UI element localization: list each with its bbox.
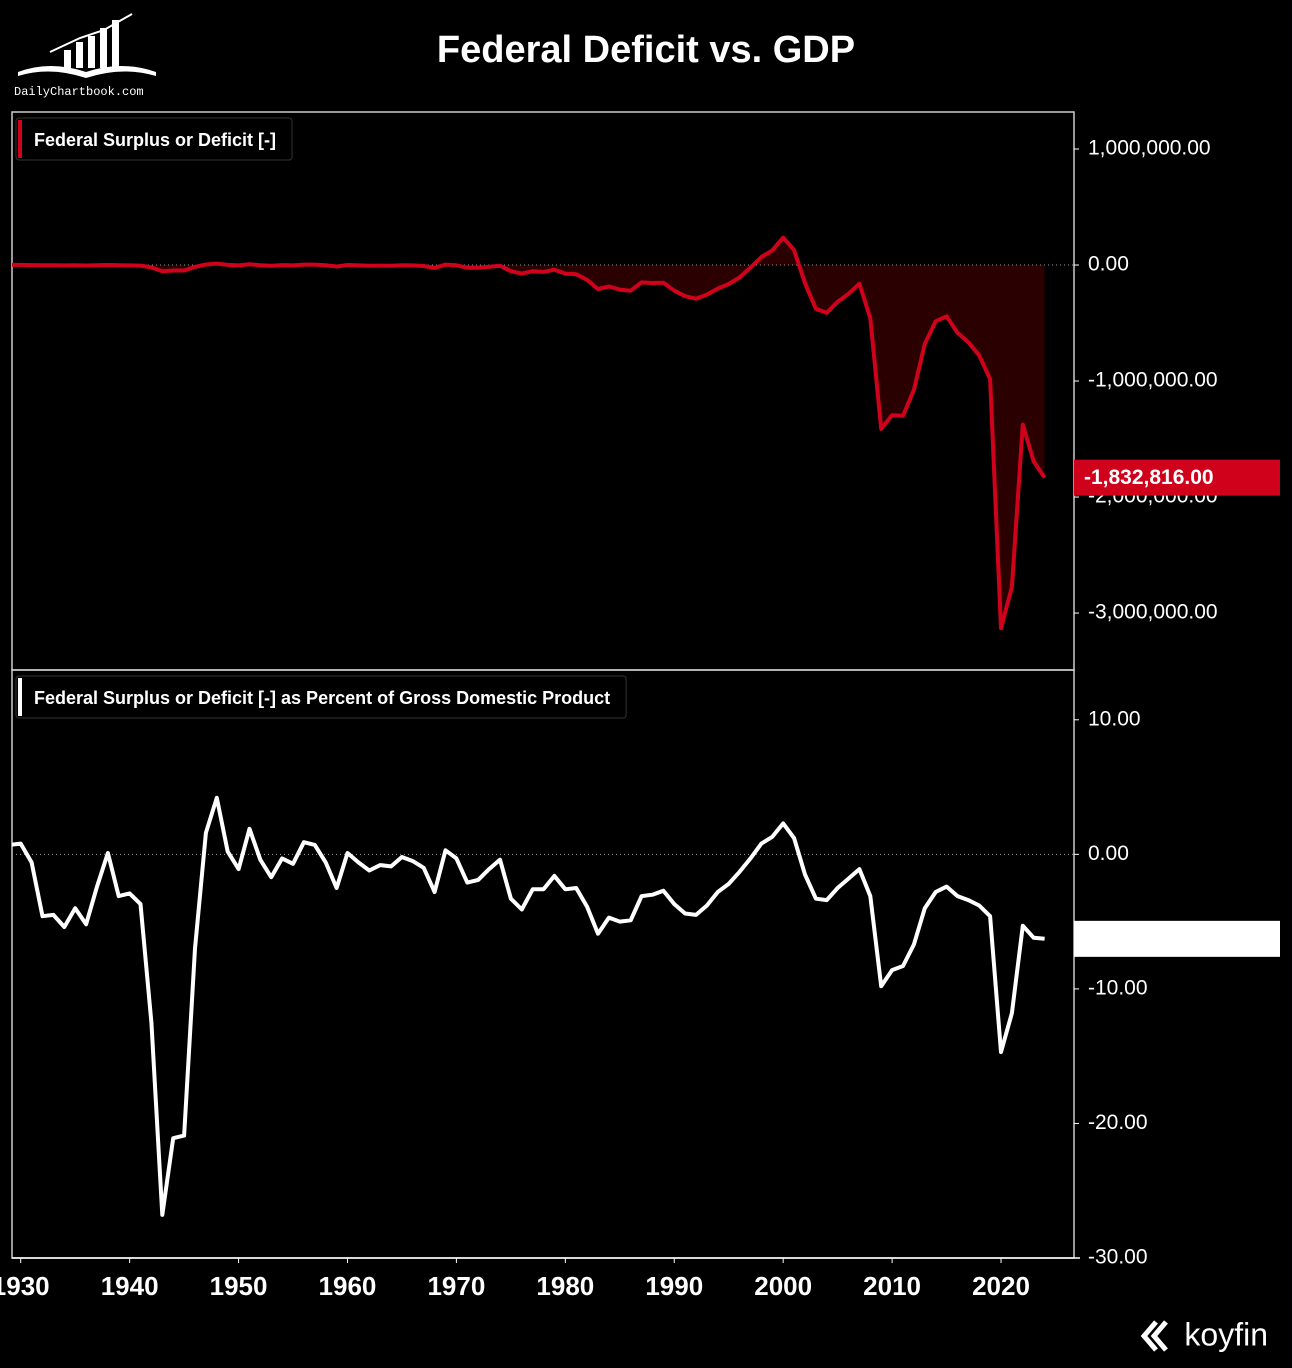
x-tick-label: 2000 xyxy=(754,1271,812,1301)
y-tick-label: -20.00 xyxy=(1088,1111,1148,1134)
y-tick-label: 0.00 xyxy=(1088,253,1129,276)
line xyxy=(12,235,1047,631)
watermark: DailyChartbook.com xyxy=(14,85,144,99)
legend-swatch xyxy=(18,678,22,716)
y-tick-label: 0.00 xyxy=(1088,842,1129,865)
x-tick-label: 1990 xyxy=(645,1271,703,1301)
legend-box xyxy=(15,117,293,161)
x-tick-label: 1940 xyxy=(101,1271,159,1301)
x-tick-label: 1970 xyxy=(427,1271,485,1301)
y-tick-label: -10.00 xyxy=(1088,976,1148,999)
x-tick-label: 1950 xyxy=(210,1271,268,1301)
legend-swatch xyxy=(18,120,22,158)
area xyxy=(12,237,1045,629)
brand: koyfin xyxy=(1184,1316,1268,1352)
legend-label: Federal Surplus or Deficit [-] as Percen… xyxy=(34,688,610,708)
line xyxy=(12,795,1045,1217)
y-tick-label: 10.00 xyxy=(1088,707,1141,730)
legend: Federal Surplus or Deficit [-] as Percen… xyxy=(15,675,627,719)
chart-title: Federal Deficit vs. GDP xyxy=(437,29,855,71)
x-tick-label: 1930 xyxy=(0,1271,50,1301)
x-tick-label: 1960 xyxy=(319,1271,377,1301)
last-value-box xyxy=(1074,920,1280,957)
logo xyxy=(18,13,156,78)
y-tick-label: -30.00 xyxy=(1088,1246,1148,1269)
x-tick-label: 1980 xyxy=(536,1271,594,1301)
y-tick-label: 1,000,000.00 xyxy=(1088,137,1211,160)
legend-label: Federal Surplus or Deficit [-] xyxy=(34,130,276,150)
brand-logo: koyfin xyxy=(1140,1316,1268,1352)
legend: Federal Surplus or Deficit [-] xyxy=(15,117,293,161)
last-value-label: -1,832,816.00 xyxy=(1084,466,1214,489)
x-tick-label: 2010 xyxy=(863,1271,921,1301)
last-value-label: -6.28 xyxy=(1084,927,1132,950)
legend-box xyxy=(15,675,627,719)
x-tick-label: 2020 xyxy=(972,1271,1030,1301)
y-tick-label: -1,000,000.00 xyxy=(1088,369,1218,392)
y-tick-label: -3,000,000.00 xyxy=(1088,601,1218,624)
last-value-box xyxy=(1074,459,1280,496)
